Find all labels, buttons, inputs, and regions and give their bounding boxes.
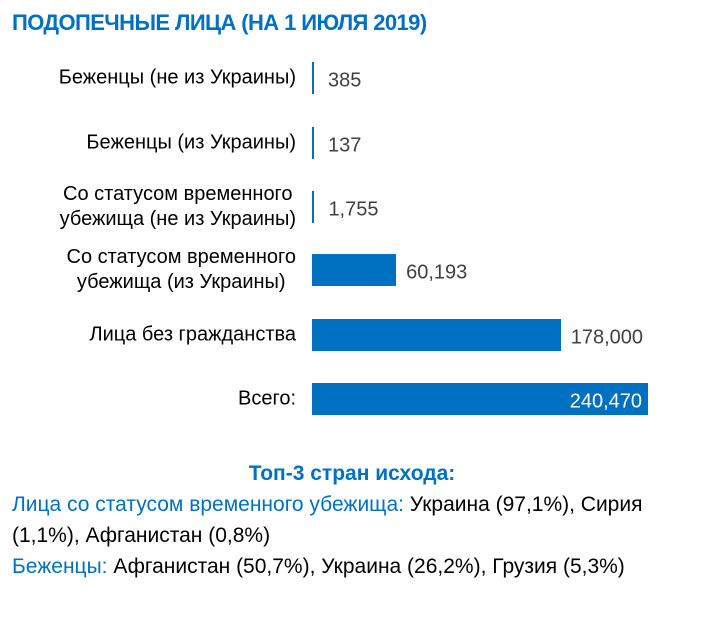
temp-asylum-note: Лица со статусом временного убежища: Укр…	[12, 489, 692, 551]
bar	[312, 191, 315, 223]
temp-asylum-label: Лица со статусом временного убежища:	[12, 493, 404, 516]
category-label: Беженцы (из Украины)	[86, 131, 296, 156]
category-label: Лица без гражданства	[89, 323, 296, 348]
bar	[312, 62, 314, 94]
category-label: Со статусом временного убежища (не из Укр…	[60, 182, 296, 232]
data-label: 60,193	[406, 261, 468, 284]
category-label-line: убежища (не из Украины)	[59, 208, 296, 230]
bar	[312, 319, 561, 351]
data-label: 137	[328, 134, 362, 157]
category-label-line: Беженцы (из Украины)	[86, 131, 296, 154]
data-label: 240,470	[569, 390, 642, 413]
chart-title: ПОДОПЕЧНЫЕ ЛИЦА (НА 1 ИЮЛЯ 2019)	[12, 10, 427, 35]
category-label-line: Со статусом временного	[66, 246, 297, 268]
bar	[312, 383, 648, 415]
category-label: Всего:	[238, 387, 296, 412]
top-origin-notes: Топ-3 стран исхода: Лица со статусом вре…	[12, 458, 692, 582]
bar	[312, 127, 314, 159]
category-label-line: Всего:	[238, 387, 296, 410]
data-label: 1,755	[328, 198, 379, 221]
category-label: Беженцы (не из Украины)	[59, 66, 296, 91]
data-label: 178,000	[570, 326, 643, 349]
temp-asylum-text: Украина (97,1%), Сирия (1,1%), Афганиста…	[12, 493, 643, 547]
bar	[312, 254, 397, 286]
category-label-line: убежища (из Украины)	[76, 271, 286, 293]
top-origin-heading: Топ-3 стран исхода:	[248, 462, 456, 485]
category-label-line: Беженцы (не из Украины)	[58, 66, 296, 89]
refugees-note: Беженцы: Афганистан (50,7%), Украина (26…	[12, 551, 692, 582]
bar-chart: Беженцы (не из Украины) 385 Беженцы (из Ук…	[59, 62, 648, 415]
category-label: Со статусом временного убежища (из Украин…	[67, 245, 297, 295]
refugees-text: Афганистан (50,7%), Украина (26,2%), Гру…	[107, 555, 625, 578]
refugees-label: Беженцы:	[12, 555, 108, 578]
category-label-line: Со статусом временного	[63, 183, 293, 205]
category-label-line: Лица без гражданства	[89, 323, 296, 346]
data-label: 385	[328, 69, 362, 92]
